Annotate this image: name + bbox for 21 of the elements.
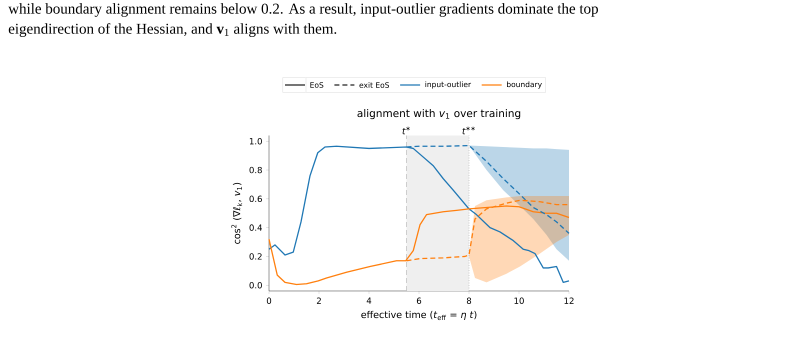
chart-title: alignment with v$_{1}$ over training bbox=[357, 109, 520, 120]
x-tick-label: 8 bbox=[466, 298, 472, 304]
ref-line-label: t$^{∗∗}$ bbox=[462, 126, 475, 134]
text: while boundary alignment remains below 0.2. As a result, input-outlier gradients dominate the top bbox=[8, 3, 598, 17]
y-axis-title: cos$^{2}$ (∇ℓ$_{k}$, v$_{1}$) bbox=[231, 182, 242, 244]
y-tick-label: 0.0 bbox=[250, 282, 262, 288]
x-tick-label: 0 bbox=[266, 298, 272, 304]
y-tick-label: 0.6 bbox=[250, 196, 262, 202]
x-tick-label: 2 bbox=[316, 298, 321, 304]
y-tick-label: 0.4 bbox=[250, 224, 262, 231]
x-tick-label: 12 bbox=[564, 298, 574, 304]
line-series bbox=[268, 146, 570, 283]
text: eigendirection of the Hessian, and v$_{1}$ aligns with them. bbox=[8, 23, 336, 37]
y-tick-label: 1.0 bbox=[250, 138, 262, 144]
y-tick-label: 0.2 bbox=[250, 253, 262, 260]
x-axis-title: effective time (t$_{eff}$ = η t) bbox=[361, 310, 476, 320]
ref-line-label: t$^{∗}$ bbox=[402, 126, 410, 134]
x-tick-label: 6 bbox=[416, 298, 422, 304]
y-tick-label: 0.8 bbox=[250, 166, 262, 174]
x-tick-label: 10 bbox=[514, 298, 524, 304]
x-tick-label: 4 bbox=[366, 298, 372, 304]
